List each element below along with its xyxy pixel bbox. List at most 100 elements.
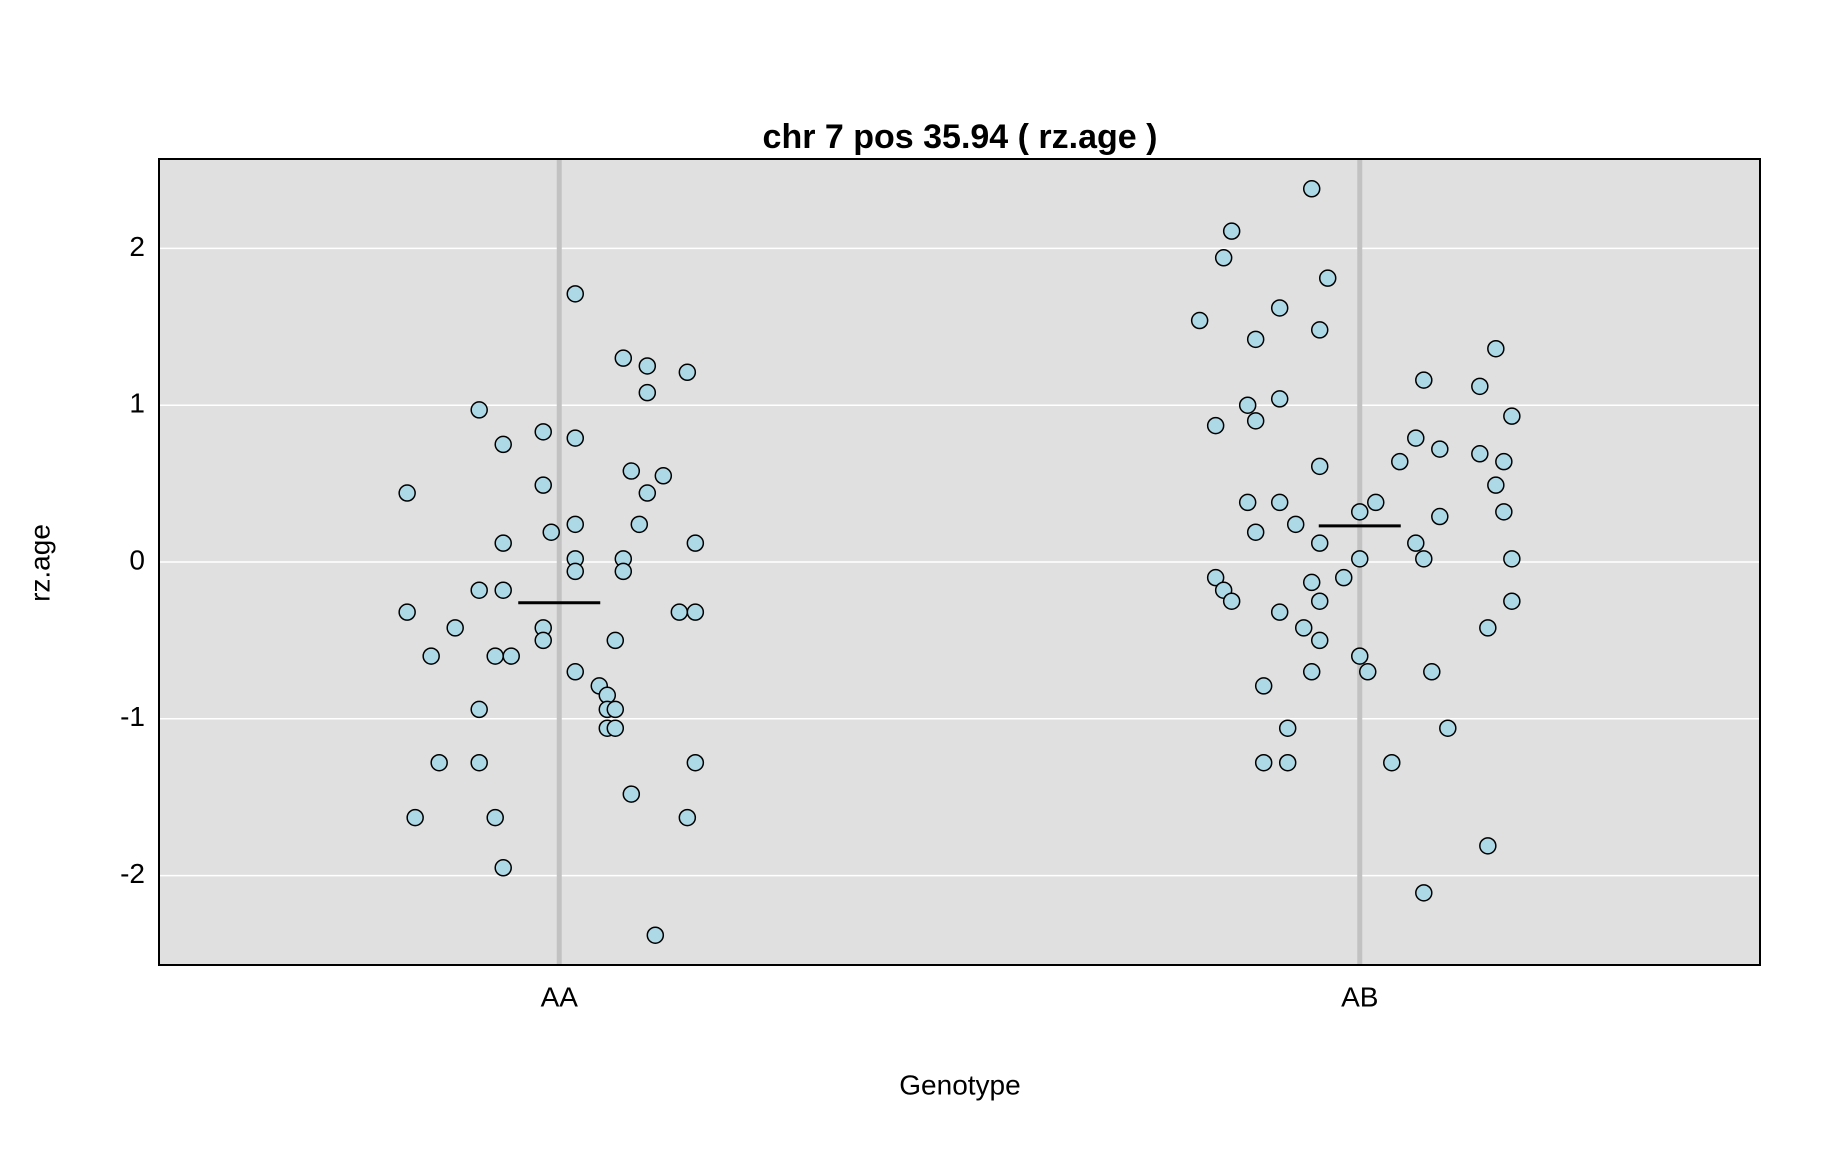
point xyxy=(1302,573,1321,592)
point xyxy=(486,647,504,665)
point xyxy=(1222,222,1241,240)
point xyxy=(1471,445,1489,463)
point xyxy=(566,429,585,447)
point xyxy=(566,663,585,681)
point xyxy=(494,581,512,599)
point xyxy=(654,467,673,485)
point xyxy=(1278,719,1297,737)
point xyxy=(1246,412,1265,430)
point xyxy=(406,808,424,827)
point xyxy=(1479,619,1497,637)
point xyxy=(1495,503,1513,521)
point xyxy=(534,423,552,441)
point xyxy=(1310,592,1329,610)
point xyxy=(398,603,416,621)
point xyxy=(1383,753,1401,772)
point xyxy=(1302,663,1321,681)
point xyxy=(606,700,625,719)
point xyxy=(1479,837,1497,855)
point xyxy=(646,926,665,944)
point xyxy=(1310,321,1329,339)
point xyxy=(1415,884,1433,902)
y-tick-label: 0 xyxy=(129,544,145,575)
y-tick-label: 1 xyxy=(129,388,145,419)
point xyxy=(1503,407,1521,425)
point xyxy=(1246,330,1265,349)
point xyxy=(1318,269,1337,287)
point xyxy=(622,785,641,803)
point xyxy=(1503,592,1521,610)
point xyxy=(622,462,641,480)
point xyxy=(1190,311,1209,330)
point xyxy=(1238,493,1257,512)
point xyxy=(614,562,633,581)
plot-border xyxy=(158,158,1761,966)
point xyxy=(1351,550,1369,568)
x-tick-label: AB xyxy=(1341,981,1378,1012)
point xyxy=(430,753,448,772)
point xyxy=(1254,753,1273,772)
point xyxy=(1495,452,1513,471)
point xyxy=(1487,339,1505,358)
point xyxy=(678,363,697,382)
point xyxy=(502,647,520,665)
point xyxy=(542,523,560,541)
point xyxy=(470,700,488,719)
point xyxy=(1294,619,1313,637)
point xyxy=(1246,523,1265,541)
point xyxy=(566,562,585,581)
point xyxy=(1423,663,1441,681)
point xyxy=(638,383,657,402)
point xyxy=(398,484,416,502)
point xyxy=(1407,429,1425,447)
y-tick-label: -2 xyxy=(120,858,145,889)
point xyxy=(1487,476,1505,494)
point xyxy=(630,515,649,534)
point xyxy=(606,631,625,650)
point xyxy=(494,534,512,552)
point xyxy=(1391,452,1409,471)
point xyxy=(606,719,625,737)
point xyxy=(1206,568,1225,587)
point xyxy=(614,349,633,367)
point xyxy=(470,401,488,419)
point xyxy=(1214,249,1233,267)
point xyxy=(470,581,488,599)
x-tick-label: AA xyxy=(541,981,579,1012)
point xyxy=(1254,677,1273,695)
point xyxy=(1310,457,1329,476)
point xyxy=(486,808,504,827)
point xyxy=(1367,493,1385,512)
point xyxy=(494,435,512,454)
point xyxy=(1351,647,1369,665)
point xyxy=(534,476,552,494)
point xyxy=(1503,550,1521,568)
point xyxy=(1334,568,1353,587)
point xyxy=(686,534,705,552)
point xyxy=(446,619,464,637)
point xyxy=(1359,663,1377,681)
point xyxy=(686,603,705,621)
y-tick-label: -1 xyxy=(120,701,145,732)
point xyxy=(1431,507,1449,526)
point xyxy=(422,647,440,665)
point xyxy=(1302,180,1321,198)
point xyxy=(638,357,657,375)
point xyxy=(534,631,552,650)
point xyxy=(1310,631,1329,650)
point xyxy=(1431,440,1449,458)
point xyxy=(1286,515,1305,534)
point xyxy=(670,603,689,621)
point xyxy=(1270,299,1289,317)
x-axis-label: Genotype xyxy=(899,1069,1020,1100)
point xyxy=(494,859,512,877)
point xyxy=(1407,534,1425,552)
plot-layer xyxy=(159,159,1760,965)
point xyxy=(678,808,697,827)
point xyxy=(1206,416,1225,435)
point xyxy=(1270,493,1289,512)
point xyxy=(1471,377,1489,396)
point xyxy=(686,753,705,772)
point xyxy=(566,285,585,303)
